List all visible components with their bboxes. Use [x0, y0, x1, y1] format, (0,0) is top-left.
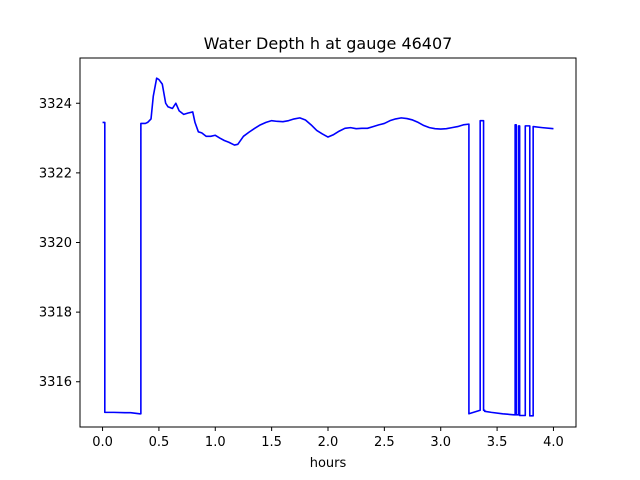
- series-line-0: [102, 77, 554, 417]
- x-tick-label: 4.0: [543, 435, 564, 450]
- plot-area-background: [80, 58, 576, 427]
- series-layer: [102, 77, 554, 417]
- chart-title: Water Depth h at gauge 46407: [204, 34, 453, 53]
- x-axis-label: hours: [310, 456, 347, 471]
- x-tick-label: 2.0: [318, 435, 339, 450]
- x-axis: 0.0 0.5 1.0 1.5 2.0 2.5 3.0 3.5 4.0: [92, 427, 564, 450]
- y-axis: 3316 3318 3320 3322 3324: [39, 97, 80, 390]
- y-tick-label: 3324: [39, 97, 72, 112]
- x-tick-label: 1.0: [205, 435, 226, 450]
- x-tick-label: 2.5: [374, 435, 395, 450]
- y-tick-label: 3320: [39, 236, 72, 251]
- y-tick-label: 3316: [39, 375, 72, 390]
- y-tick-label: 3322: [39, 166, 72, 181]
- x-tick-label: 0.0: [92, 435, 113, 450]
- x-tick-label: 1.5: [261, 435, 282, 450]
- x-tick-label: 3.5: [487, 435, 508, 450]
- x-tick-label: 3.0: [430, 435, 451, 450]
- y-tick-label: 3318: [39, 306, 72, 321]
- x-tick-label: 0.5: [149, 435, 170, 450]
